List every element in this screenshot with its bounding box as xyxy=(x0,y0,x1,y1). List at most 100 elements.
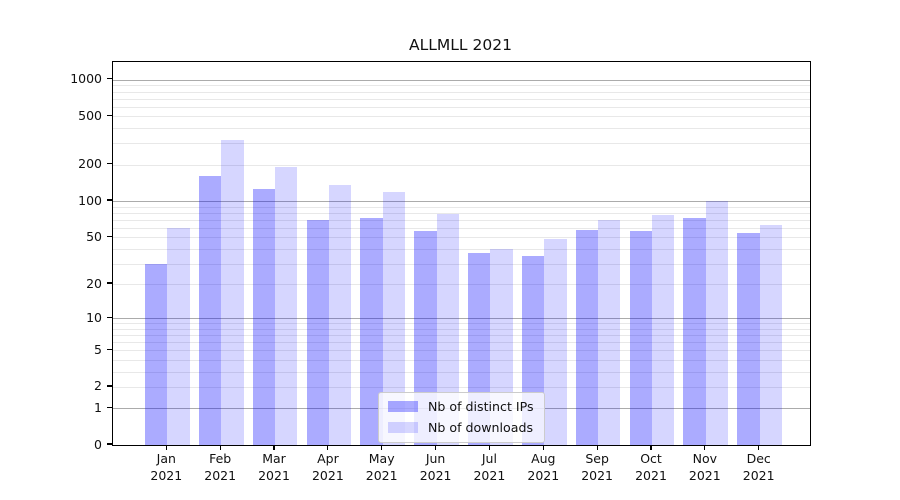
bar-distinct-ips-feb xyxy=(198,176,222,445)
y-tick-label: 2 xyxy=(94,378,102,394)
bar-downloads-jan xyxy=(167,227,190,445)
minor-gridline xyxy=(113,328,810,330)
minor-gridline xyxy=(113,342,810,344)
minor-gridline xyxy=(113,284,810,286)
legend-label: Nb of downloads xyxy=(428,420,534,435)
minor-gridline xyxy=(113,237,810,239)
y-tick-mark xyxy=(107,235,112,237)
x-tick-label-jul: Jul 2021 xyxy=(473,451,506,483)
bar-downloads-sep xyxy=(598,219,621,445)
minor-gridline xyxy=(113,128,810,130)
x-tick-mark xyxy=(273,445,275,451)
bar-distinct-ips-dec xyxy=(737,233,760,445)
legend-item: Nb of downloads xyxy=(388,419,534,436)
y-tick-mark xyxy=(107,282,112,284)
y-tick-mark xyxy=(107,199,112,201)
x-tick-mark xyxy=(165,445,167,451)
legend-swatch-distinct-ips xyxy=(388,401,418,412)
bar-distinct-ips-jan xyxy=(144,263,168,445)
minor-gridline xyxy=(113,227,810,229)
legend-item: Nb of distinct IPs xyxy=(388,398,534,415)
minor-gridline xyxy=(113,164,810,166)
y-tick-label: 1 xyxy=(94,399,102,415)
x-tick-label-mar: Mar 2021 xyxy=(258,451,290,483)
y-tick-label: 100 xyxy=(78,192,102,208)
bar-distinct-ips-mar xyxy=(252,188,275,445)
x-tick-label-nov: Nov 2021 xyxy=(688,451,721,483)
y-tick-mark xyxy=(107,114,112,116)
minor-gridline xyxy=(113,219,810,221)
legend-label: Nb of distinct IPs xyxy=(428,399,534,414)
minor-gridline xyxy=(113,263,810,265)
y-tick-label: 200 xyxy=(78,156,102,172)
x-tick-mark xyxy=(758,445,760,451)
minor-gridline xyxy=(113,91,810,93)
x-tick-mark xyxy=(542,445,544,451)
y-tick-label: 1000 xyxy=(70,71,102,87)
y-tick-mark xyxy=(107,443,112,445)
minor-gridline xyxy=(113,98,810,100)
x-tick-mark xyxy=(327,445,329,451)
x-tick-label-jun: Jun 2021 xyxy=(419,451,452,483)
x-tick-label-dec: Dec 2021 xyxy=(742,451,775,483)
y-tick-mark xyxy=(107,78,112,80)
bar-distinct-ips-sep xyxy=(575,230,599,445)
plot-area xyxy=(112,61,811,446)
x-tick-mark xyxy=(381,445,383,451)
y-tick-label: 0 xyxy=(94,436,102,452)
bar-downloads-oct xyxy=(652,215,675,445)
major-gridline xyxy=(113,201,810,202)
x-tick-mark xyxy=(488,445,491,451)
y-tick-mark xyxy=(107,385,112,387)
x-tick-mark xyxy=(434,445,437,451)
bar-downloads-feb xyxy=(221,139,244,445)
y-tick-mark xyxy=(107,348,112,350)
bar-distinct-ips-may xyxy=(360,217,383,445)
x-tick-label-jan: Jan 2021 xyxy=(150,451,183,483)
legend-swatch-downloads xyxy=(388,422,418,433)
minor-gridline xyxy=(113,248,810,250)
bar-downloads-aug xyxy=(544,239,567,445)
minor-gridline xyxy=(113,116,810,118)
x-tick-label-oct: Oct 2021 xyxy=(635,451,667,483)
x-tick-mark xyxy=(650,445,652,451)
minor-gridline xyxy=(113,212,810,214)
x-tick-label-feb: Feb 2021 xyxy=(204,451,237,483)
y-tick-label: 10 xyxy=(86,309,102,325)
y-tick-mark xyxy=(107,406,112,408)
y-tick-mark xyxy=(107,316,112,318)
legend: Nb of distinct IPs Nb of downloads xyxy=(378,392,545,443)
x-tick-label-aug: Aug 2021 xyxy=(527,451,560,483)
bar-distinct-ips-jun xyxy=(414,231,437,445)
x-tick-mark xyxy=(704,445,706,451)
bar-distinct-ips-nov xyxy=(683,217,706,445)
minor-gridline xyxy=(113,323,810,325)
minor-gridline xyxy=(113,335,810,337)
y-tick-label: 20 xyxy=(86,275,102,291)
major-gridline xyxy=(113,79,810,81)
y-tick-label: 50 xyxy=(86,228,102,244)
minor-gridline xyxy=(113,85,810,87)
bar-downloads-may xyxy=(382,191,406,445)
x-tick-label-sep: Sep 2021 xyxy=(581,451,613,483)
bar-distinct-ips-oct xyxy=(629,231,652,445)
chart-title: ALLMLL 2021 xyxy=(409,36,512,54)
bar-downloads-apr xyxy=(328,185,352,445)
bar-downloads-mar xyxy=(275,167,298,445)
bar-distinct-ips-apr xyxy=(306,219,329,445)
minor-gridline xyxy=(113,106,810,108)
major-gridline xyxy=(113,318,810,320)
x-tick-label-may: May 2021 xyxy=(365,451,398,483)
minor-gridline xyxy=(113,350,810,352)
x-tick-mark xyxy=(219,445,221,451)
x-tick-label-apr: Apr 2021 xyxy=(311,451,344,483)
y-tick-mark xyxy=(107,163,112,165)
minor-gridline xyxy=(113,143,810,145)
x-tick-mark xyxy=(596,445,598,451)
minor-gridline xyxy=(113,359,810,361)
bar-downloads-jun xyxy=(436,214,459,445)
bar-downloads-nov xyxy=(705,201,729,445)
y-tick-label: 5 xyxy=(94,341,102,357)
bar-downloads-dec xyxy=(759,225,782,445)
